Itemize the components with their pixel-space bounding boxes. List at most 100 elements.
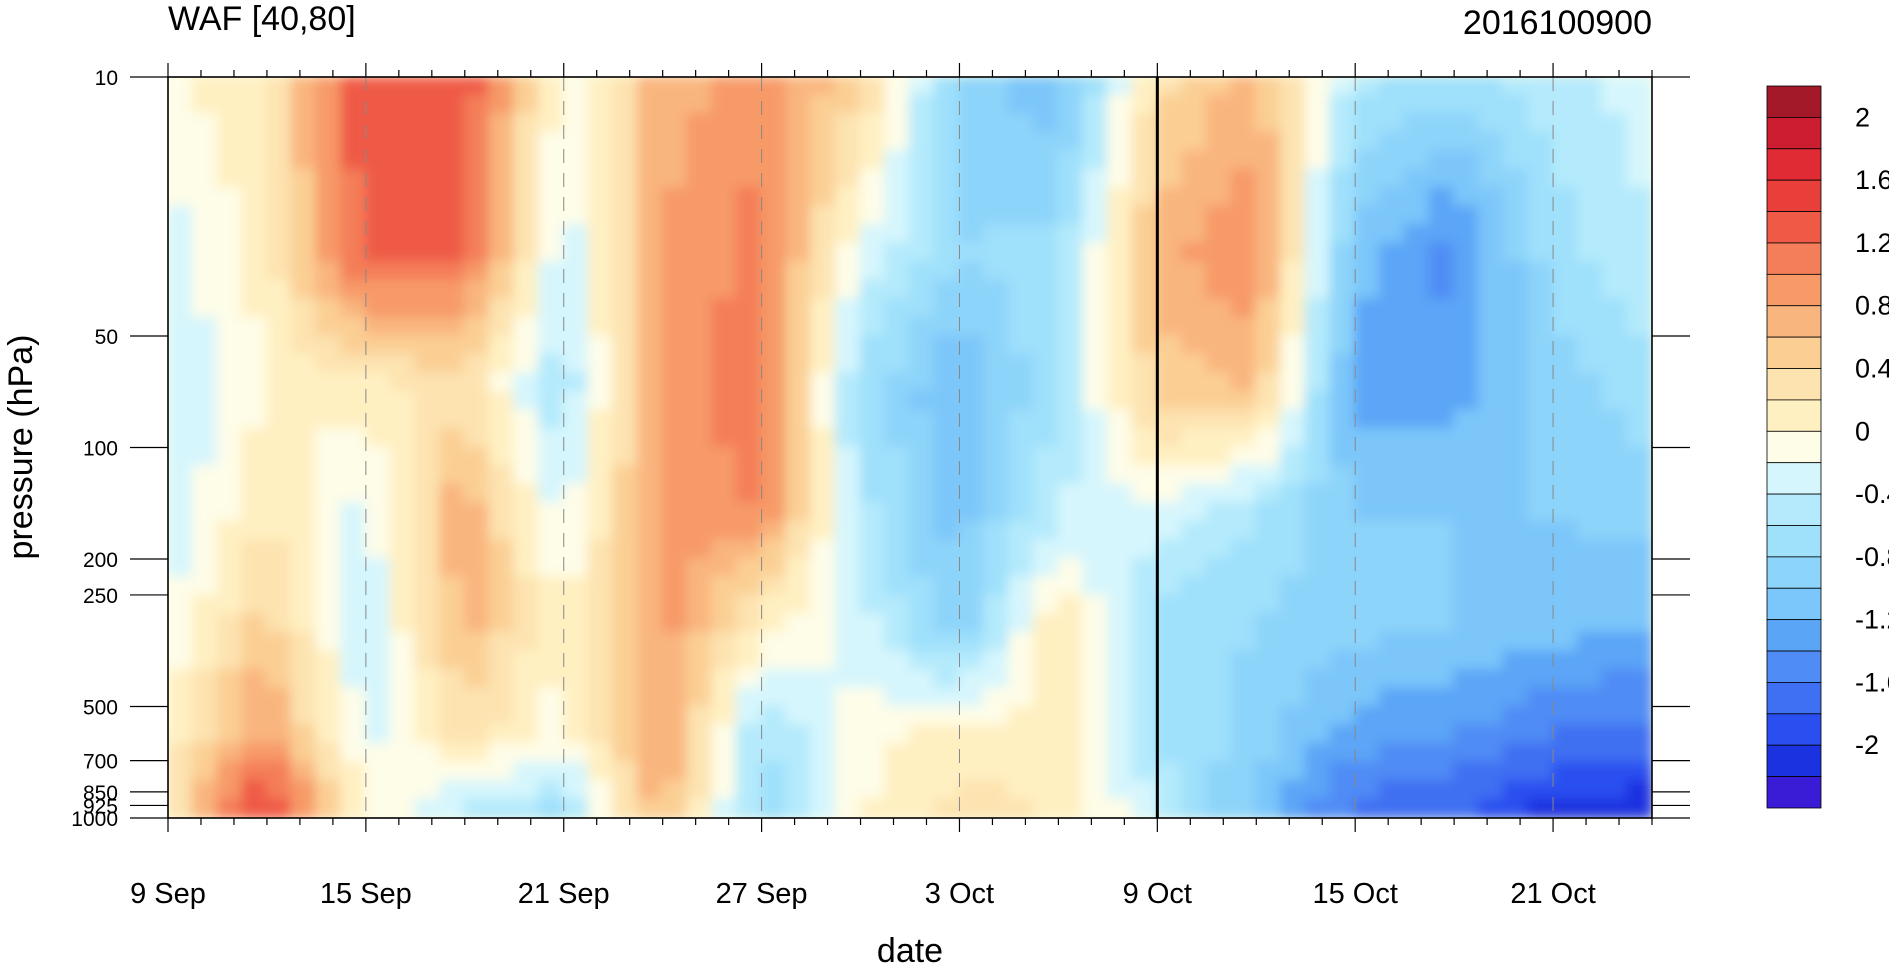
field-cell [587, 557, 615, 579]
field-cell [1082, 168, 1109, 190]
field-cell [1304, 687, 1332, 708]
field-cell [1626, 261, 1652, 282]
field-cell [1230, 650, 1258, 671]
field-cell [859, 539, 887, 560]
field-cell [1205, 705, 1233, 727]
colorbar-box [1766, 619, 1822, 652]
field-cell [686, 705, 714, 727]
field-cell [1354, 705, 1381, 727]
field-cell [241, 576, 268, 597]
field-cell [364, 316, 392, 338]
field-cell [389, 631, 417, 653]
field-cell [414, 168, 442, 190]
field-cell [1131, 502, 1159, 523]
field-cell [1576, 742, 1604, 764]
field-cell [1378, 631, 1406, 653]
field-cell [340, 557, 367, 579]
field-cell [612, 150, 639, 171]
field-cell [1502, 761, 1530, 782]
field-cell [241, 502, 268, 523]
field-cell [834, 594, 862, 616]
field-cell [983, 335, 1010, 356]
field-cell [1576, 77, 1604, 97]
field-cell [1453, 557, 1480, 579]
field-cell [760, 261, 788, 282]
field-cell [1601, 687, 1629, 708]
plot-area: 9 Sep 15 Sep 21 Sep 27 Sep 3 Oct 9 Oct 15 Oct 2… [71, 63, 1690, 910]
field-cell [1601, 150, 1629, 171]
field-cell [909, 465, 936, 486]
field-cell [958, 650, 986, 671]
field-cell [1354, 409, 1381, 430]
field-cell [1304, 594, 1332, 616]
field-cell [1032, 539, 1060, 560]
field-cell [1007, 427, 1035, 449]
field-cell [389, 335, 417, 356]
field-cell [562, 353, 590, 375]
field-cell [389, 77, 417, 97]
field-cell [785, 742, 813, 764]
field-cell [389, 483, 417, 505]
field-cell [340, 576, 367, 597]
field-cell [1601, 520, 1629, 542]
field-cell [983, 77, 1010, 97]
field-cell [168, 650, 194, 671]
field-cell [1601, 242, 1629, 264]
field-cell [1156, 261, 1184, 282]
field-cell [1032, 298, 1060, 319]
field-cell [265, 465, 293, 486]
field-cell [1032, 187, 1060, 208]
field-cell [933, 94, 961, 116]
field-cell [1626, 409, 1652, 430]
field-cell [1601, 279, 1629, 301]
field-cell [686, 224, 714, 245]
field-cell [364, 131, 392, 153]
field-cell [1453, 742, 1480, 764]
field-cell [241, 742, 268, 764]
field-cell [241, 705, 268, 727]
field-cell [636, 446, 664, 468]
field-cell [686, 335, 714, 356]
field-cell [1032, 705, 1060, 727]
field-cell [1181, 576, 1208, 597]
field-cell [463, 372, 491, 393]
field-cell [983, 502, 1010, 523]
field-cell [168, 390, 194, 412]
field-cell [1280, 557, 1307, 579]
field-cell [1403, 724, 1431, 745]
field-cell [1453, 539, 1480, 560]
field-cell [1502, 316, 1530, 338]
field-cell [1626, 205, 1652, 227]
field-cell [612, 761, 639, 782]
field-cell [1205, 353, 1233, 375]
field-cell [389, 594, 417, 616]
field-cell [389, 668, 417, 690]
field-cell [1354, 502, 1381, 523]
field-cell [884, 539, 911, 560]
field-cell [1082, 372, 1109, 393]
field-cell [1329, 520, 1357, 542]
field-cell [1601, 205, 1629, 227]
field-cell [785, 576, 813, 597]
field-cell [562, 298, 590, 319]
field-cell [364, 205, 392, 227]
field-cell [463, 224, 491, 245]
field-cell [463, 279, 491, 301]
x-tick-label: 15 Oct [1312, 878, 1397, 910]
field-cell [364, 502, 392, 523]
field-cell [191, 205, 219, 227]
field-cell [1453, 168, 1480, 190]
field-cell [1428, 427, 1456, 449]
field-cell [562, 483, 590, 505]
field-cell [1477, 742, 1505, 764]
field-cell [1280, 650, 1307, 671]
field-cell [414, 353, 442, 375]
field-cell [958, 613, 986, 634]
field-cell [686, 724, 714, 745]
field-cell [1255, 335, 1282, 356]
field-cell [241, 798, 268, 818]
field-cell [711, 761, 738, 782]
field-cell [364, 446, 392, 468]
field-cell [1181, 94, 1208, 116]
field-cell [587, 446, 615, 468]
